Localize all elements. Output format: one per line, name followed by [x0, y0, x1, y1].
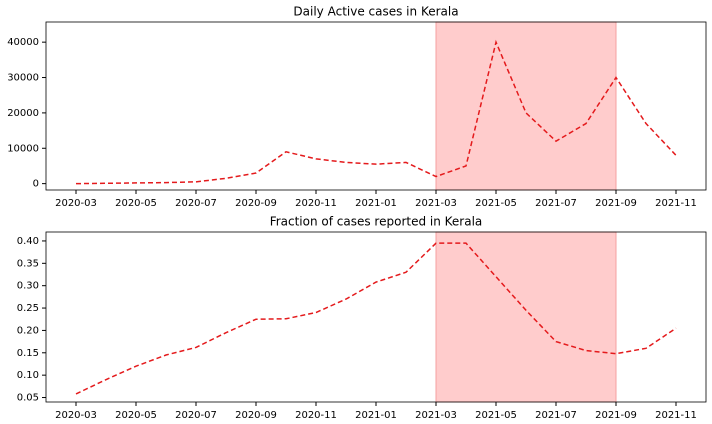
x-tick-label: 2021-05 [475, 198, 517, 209]
y-tick-label: 30000 [7, 73, 39, 84]
y-tick-label: 40000 [7, 37, 39, 48]
axes-frame [45, 21, 707, 191]
x-tick-label: 2021-05 [475, 410, 517, 421]
x-tick-label: 2021-01 [355, 410, 397, 421]
x-tick-label: 2020-05 [115, 198, 157, 209]
x-tick-label: 2020-09 [235, 410, 277, 421]
x-tick-label: 2020-03 [55, 198, 97, 209]
y-tick-label: 0.30 [17, 281, 39, 292]
x-tick-label: 2021-11 [655, 410, 697, 421]
y-tick-label: 0.20 [17, 325, 39, 336]
y-tick-label: 0 [33, 179, 39, 190]
x-tick-label: 2020-07 [175, 198, 217, 209]
x-tick-label: 2020-11 [295, 198, 337, 209]
x-tick-label: 2021-09 [595, 198, 637, 209]
x-tick-label: 2020-07 [175, 410, 217, 421]
x-tick-label: 2021-03 [415, 198, 457, 209]
highlight-span [435, 231, 617, 403]
x-tick-label: 2021-11 [655, 198, 697, 209]
x-tick-label: 2021-03 [415, 410, 457, 421]
y-tick-label: 0.35 [17, 258, 39, 269]
y-tick-label: 0.40 [17, 236, 39, 247]
y-tick-label: 0.05 [17, 393, 39, 404]
x-tick-label: 2021-07 [535, 410, 577, 421]
data-line [75, 39, 677, 185]
x-tick-label: 2020-11 [295, 410, 337, 421]
y-tick-label: 0.10 [17, 370, 39, 381]
x-tick-label: 2021-07 [535, 198, 577, 209]
x-tick-label: 2020-09 [235, 198, 277, 209]
data-line [75, 242, 677, 395]
x-tick-label: 2021-09 [595, 410, 637, 421]
y-tick-label: 0.15 [17, 348, 39, 359]
axes-frame [45, 231, 707, 403]
y-tick-label: 0.25 [17, 303, 39, 314]
chart-title: Fraction of cases reported in Kerala [270, 215, 483, 229]
chart-title: Daily Active cases in Kerala [293, 5, 458, 19]
x-tick-label: 2020-05 [115, 410, 157, 421]
y-tick-label: 10000 [7, 143, 39, 154]
highlight-span [435, 21, 617, 191]
y-tick-label: 20000 [7, 108, 39, 119]
x-tick-label: 2021-01 [355, 198, 397, 209]
x-tick-label: 2020-03 [55, 410, 97, 421]
